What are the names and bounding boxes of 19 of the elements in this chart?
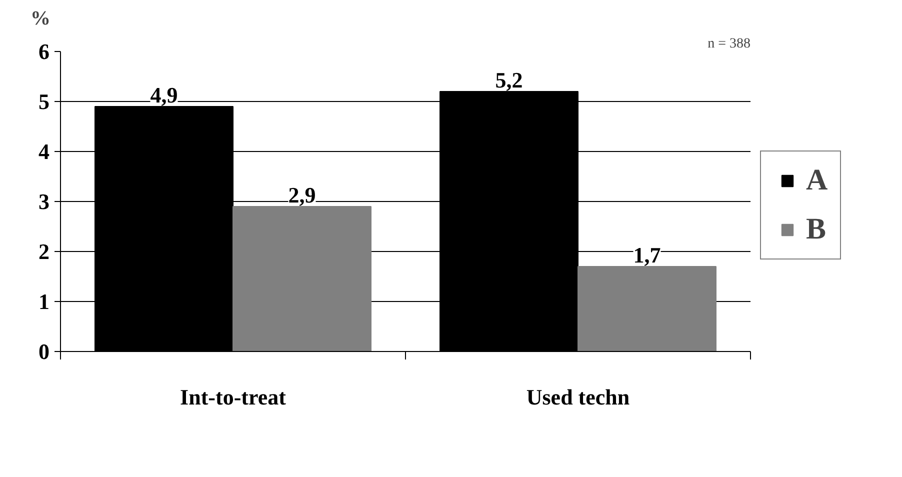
y-tick-label: 3 [38, 189, 50, 214]
data-label: 1,7 [633, 242, 661, 268]
annotation: n = 388 [708, 36, 751, 52]
y-tick-label: 6 [38, 39, 50, 64]
bar [578, 266, 716, 352]
data-label: 4,9 [150, 82, 178, 108]
data-label: 5,2 [495, 68, 523, 92]
y-tick-label: 5 [38, 89, 50, 114]
bar [232, 206, 372, 352]
x-tick-label: Int-to-treat [180, 384, 287, 410]
legend-label: A [806, 164, 828, 198]
y-tick-label: 0 [38, 339, 50, 364]
y-tick-label: 1 [38, 289, 50, 314]
data-label: 2,9 [288, 182, 316, 208]
y-axis-title: % [30, 8, 50, 30]
y-tick-label: 4 [38, 139, 50, 164]
legend-label: B [806, 212, 826, 246]
x-tick-label: Used techn [526, 384, 630, 410]
y-tick-label: 2 [38, 239, 50, 264]
